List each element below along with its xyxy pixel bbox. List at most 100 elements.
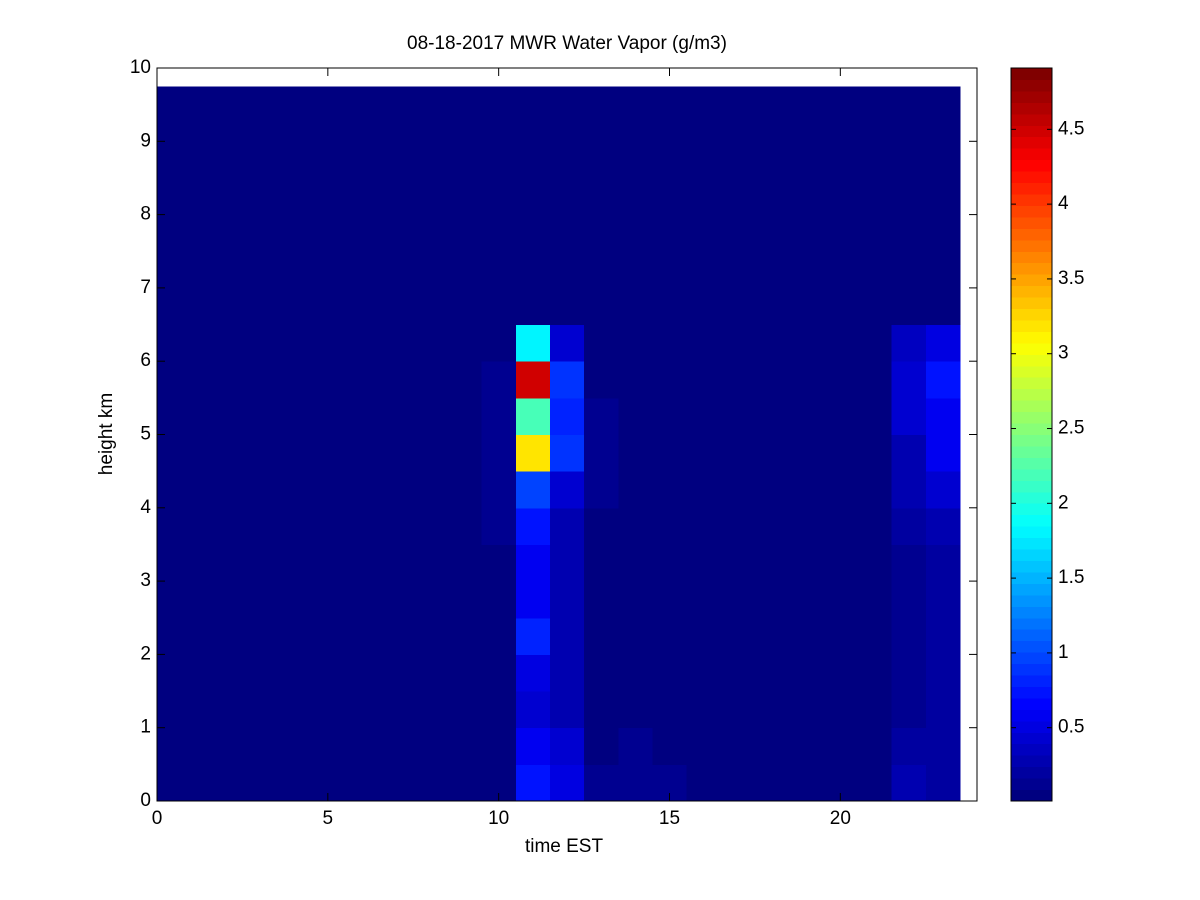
heatmap-cell — [174, 251, 209, 289]
heatmap-cell — [857, 324, 893, 362]
heatmap-cell — [515, 691, 551, 729]
heatmap-cell — [754, 324, 790, 362]
heatmap-cell — [379, 691, 414, 729]
heatmap-cell — [618, 86, 653, 106]
heatmap-cell — [413, 361, 448, 399]
heatmap-cell — [344, 324, 380, 362]
heatmap-cell — [549, 361, 585, 399]
heatmap-cell — [174, 86, 209, 106]
colorbar-swatch — [1011, 136, 1052, 149]
colorbar-swatch — [1011, 480, 1052, 493]
heatmap-cell — [157, 251, 175, 289]
heatmap-cell — [754, 727, 790, 765]
heatmap-cell — [481, 214, 517, 252]
heatmap-cell — [344, 397, 380, 435]
heatmap-cell — [413, 691, 448, 729]
heatmap-cell — [857, 397, 893, 435]
heatmap-cell — [481, 581, 517, 619]
heatmap-cell — [242, 104, 278, 142]
colorbar-tick-label: 4.5 — [1058, 118, 1084, 139]
heatmap-cell — [857, 507, 893, 545]
heatmap-cell — [549, 581, 585, 619]
heatmap-cell — [549, 544, 585, 582]
heatmap-cell — [789, 691, 824, 729]
heatmap-cell — [584, 507, 619, 545]
heatmap-cell — [823, 141, 858, 179]
heatmap-cell — [754, 544, 790, 582]
heatmap-cell — [208, 397, 243, 435]
heatmap-cell — [481, 361, 517, 399]
heatmap-cell — [857, 764, 893, 802]
heatmap-cell — [925, 727, 961, 765]
heatmap-cell — [652, 141, 688, 179]
heatmap-cell — [686, 141, 722, 179]
heatmap-cell — [652, 471, 688, 509]
y-tick-label: 2 — [140, 643, 151, 664]
heatmap-cell — [157, 434, 175, 472]
heatmap-cell — [686, 324, 722, 362]
heatmap-cell — [891, 214, 927, 252]
heatmap-cell — [515, 654, 551, 692]
heatmap-cell — [174, 764, 209, 802]
heatmap-cell — [857, 361, 893, 399]
heatmap-cell — [379, 544, 414, 582]
y-tick-label: 6 — [140, 350, 151, 371]
heatmap-cell — [379, 324, 414, 362]
heatmap-cell — [310, 86, 346, 106]
heatmap-cell — [618, 104, 653, 142]
colorbar-swatch — [1011, 686, 1052, 699]
colorbar-swatch — [1011, 262, 1052, 275]
colorbar-swatch — [1011, 239, 1052, 252]
heatmap-cell — [857, 617, 893, 655]
heatmap-cell — [413, 617, 448, 655]
heatmap-cell — [413, 251, 448, 289]
heatmap-cell — [208, 654, 243, 692]
colorbar-swatch — [1011, 755, 1052, 768]
heatmap-cell — [310, 177, 346, 216]
heatmap-cell — [310, 287, 346, 326]
heatmap-cell — [447, 104, 483, 142]
heatmap-cell — [515, 324, 551, 362]
colorbar-swatch — [1011, 411, 1052, 424]
colorbar-swatch — [1011, 560, 1052, 573]
heatmap-cell — [754, 141, 790, 179]
y-axis-label: height km — [96, 393, 117, 475]
heatmap-cell — [549, 141, 585, 179]
colorbar-swatch — [1011, 549, 1052, 561]
heatmap-cell — [481, 727, 517, 765]
heatmap-cell — [823, 324, 858, 362]
heatmap-cell — [549, 764, 585, 802]
heatmap-cell — [174, 727, 209, 765]
heatmap-cell — [515, 727, 551, 765]
heatmap-cell — [310, 324, 346, 362]
heatmap-cell — [686, 581, 722, 619]
heatmap-cell — [857, 691, 893, 729]
heatmap-cell — [447, 324, 483, 362]
heatmap-cell — [344, 214, 380, 252]
heatmap-cell — [242, 324, 278, 362]
heatmap-cell — [652, 581, 688, 619]
heatmap-cell — [447, 581, 483, 619]
heatmap-cell — [925, 654, 961, 692]
heatmap-cell — [686, 471, 722, 509]
heatmap-cell — [549, 214, 585, 252]
colorbar-swatch — [1011, 537, 1052, 550]
heatmap-cell — [618, 287, 653, 326]
colorbar-swatch — [1011, 251, 1052, 264]
heatmap-cell — [413, 471, 448, 509]
heatmap-cell — [925, 104, 961, 142]
heatmap-cell — [891, 654, 927, 692]
colorbar-swatch — [1011, 743, 1052, 756]
heatmap-cell — [208, 691, 243, 729]
heatmap-cell — [823, 507, 858, 545]
colorbar-swatch — [1011, 709, 1052, 722]
heatmap-cell — [379, 471, 414, 509]
heatmap-cell — [584, 471, 619, 509]
heatmap-cell — [174, 104, 209, 142]
heatmap-cell — [242, 361, 278, 399]
heatmap-cell — [174, 691, 209, 729]
colorbar-tick-label: 4 — [1058, 193, 1069, 214]
heatmap-cell — [413, 434, 448, 472]
heatmap-cell — [413, 544, 448, 582]
heatmap-cell — [413, 86, 448, 106]
